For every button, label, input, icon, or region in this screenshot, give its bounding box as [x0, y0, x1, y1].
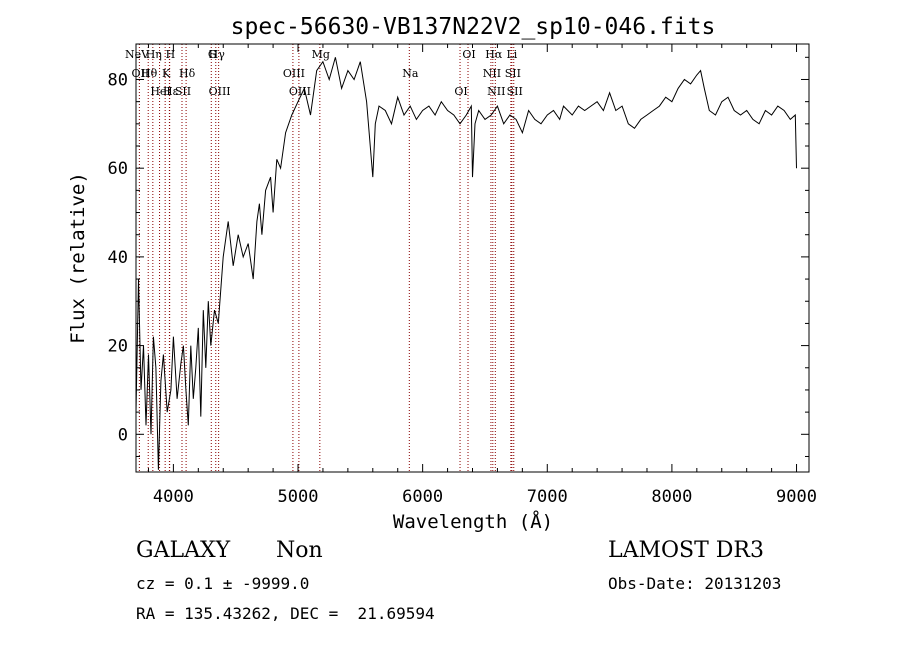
line-label: OI — [454, 85, 467, 98]
line-label: Hδ — [179, 67, 196, 80]
survey-name: LAMOST DR3 — [608, 538, 764, 563]
line-label: SII — [175, 85, 191, 98]
redshift-value: cz = 0.1 ± -9999.0 — [136, 574, 310, 593]
y-axis-label: Flux (relative) — [67, 172, 89, 344]
x-axis-ticks: 4000 5000 6000 7000 8000 9000 — [147, 44, 817, 507]
x-axis-label: Wavelength (Å) — [393, 510, 553, 533]
line-label: Hθ — [141, 67, 158, 80]
line-label: Hγ — [209, 48, 226, 61]
object-class: GALAXY — [136, 538, 231, 563]
line-label: Na — [402, 67, 419, 80]
line-label: OIII — [289, 85, 311, 98]
x-tick-label: 6000 — [402, 487, 443, 507]
x-tick-label: 4000 — [153, 487, 194, 507]
spectrum-line — [135, 57, 797, 470]
x-tick-label: 8000 — [651, 487, 692, 507]
line-label: HeI — [150, 85, 170, 98]
y-tick-label: 40 — [108, 248, 128, 268]
chart-title: spec-56630-VB137N22V2_sp10-046.fits — [231, 14, 716, 40]
line-label: K — [162, 67, 171, 80]
object-subclass: Non — [276, 538, 323, 563]
y-tick-label: 60 — [108, 159, 128, 179]
x-tick-label: 7000 — [527, 487, 568, 507]
emission-line-markers — [138, 44, 515, 472]
line-label: NII — [483, 67, 501, 80]
x-tick-label: 5000 — [278, 487, 319, 507]
line-label: OI — [462, 48, 475, 61]
line-label: OIII — [209, 85, 231, 98]
line-label: NeV — [125, 48, 150, 61]
line-label: SII — [505, 67, 521, 80]
line-label: Hη — [146, 48, 162, 61]
line-label: H — [166, 48, 176, 61]
observation-date: Obs-Date: 20131203 — [608, 574, 782, 593]
plot-frame — [135, 43, 810, 473]
emission-line-labels: NeVOIIOIIIHγHδHεHηHθHeIHKSIIGOIIIOIIIMgN… — [125, 48, 523, 98]
sky-coordinates: RA = 135.43262, DEC = 21.69594 — [136, 604, 435, 623]
line-label: G — [208, 48, 217, 61]
line-label: SII — [507, 85, 523, 98]
y-axis-ticks: 0 20 40 60 80 — [108, 56, 809, 457]
line-label: Hε — [163, 85, 179, 98]
line-label: OIII — [283, 67, 305, 80]
line-label: Mg — [312, 48, 330, 61]
x-tick-label: 9000 — [776, 487, 817, 507]
y-tick-label: 20 — [108, 337, 128, 357]
line-label: NII — [487, 85, 505, 98]
y-tick-label: 80 — [108, 70, 128, 90]
y-tick-label: 0 — [118, 425, 128, 445]
line-label: Hα — [485, 48, 503, 61]
line-label: Li — [506, 48, 517, 61]
